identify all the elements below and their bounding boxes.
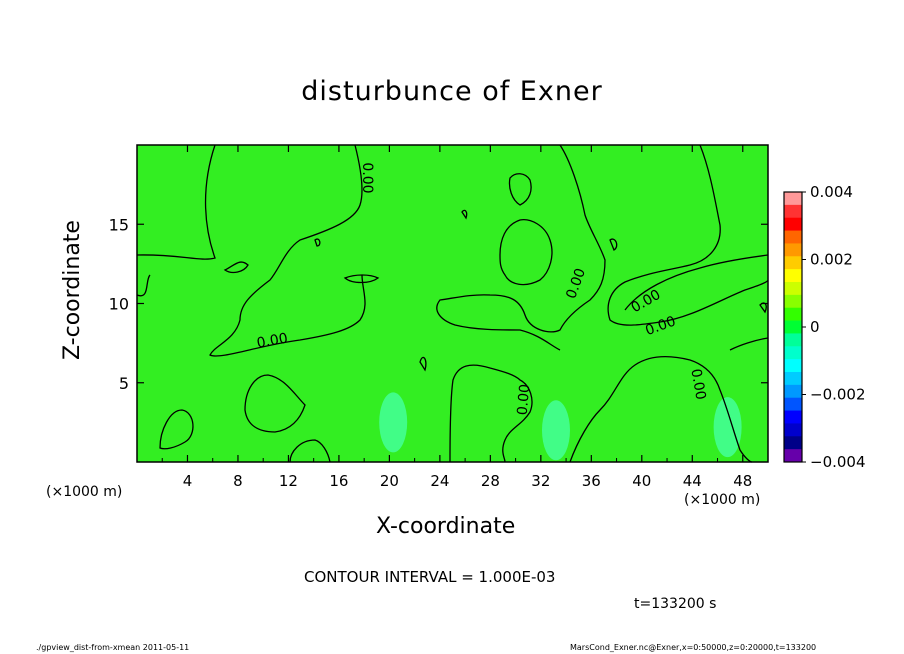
colorbar-swatch (784, 333, 802, 347)
colorbar-tick-label: 0 (810, 318, 820, 336)
colorbar-swatch (784, 192, 802, 206)
y-tick-label: 10 (109, 295, 129, 314)
colorbar-tick-label: −0.002 (810, 386, 866, 404)
contour-line (461, 209, 468, 220)
x-tick-label: 16 (329, 472, 348, 490)
x-tick-label: 44 (683, 472, 702, 490)
contour-label: 0.00 (256, 330, 289, 351)
footer-script-label: ./gpview_dist-from-xmean 2011-05-11 (36, 643, 190, 652)
contour-label: 0.00 (515, 383, 534, 415)
contour-line (449, 364, 533, 463)
contour-label: 0.00 (687, 368, 708, 401)
contour-line (607, 144, 769, 326)
contour-line (223, 261, 249, 274)
colorbar-swatch (784, 282, 802, 296)
contour-line (609, 238, 618, 251)
negative-cell (541, 400, 570, 461)
contour-line (136, 144, 216, 260)
colorbar-tick-label: −0.004 (810, 453, 866, 471)
field-background (137, 145, 768, 462)
contour-line (419, 356, 427, 372)
y-axis-unit: (×1000 m) (46, 484, 123, 500)
colorbar-swatch (784, 372, 802, 386)
contour-line (244, 374, 306, 433)
colorbar-tick-label: 0.002 (810, 251, 853, 269)
y-tick-label: 5 (119, 374, 129, 393)
contour-line (729, 337, 769, 351)
colorbar-swatch (784, 397, 802, 412)
contour-line (569, 356, 753, 463)
contour-line (343, 274, 380, 284)
x-tick-label: 28 (481, 472, 500, 490)
footer-source-label: MarsCond_Exner.nc@Exner,x=0:50000,z=0:20… (570, 643, 817, 652)
y-tick-label: 15 (109, 215, 129, 234)
contour-line (209, 144, 366, 357)
x-axis-unit: (×1000 m) (684, 492, 761, 508)
contour-interval-label: CONTOUR INTERVAL = 1.000E-03 (304, 568, 556, 586)
colorbar-swatch (784, 449, 802, 463)
colorbar-swatch (784, 320, 802, 334)
colorbar-swatch (784, 230, 802, 244)
colorbar-swatch (784, 384, 802, 399)
colorbar-swatch (784, 359, 802, 373)
contour-label: 0.00 (359, 162, 375, 193)
contour-line (136, 274, 151, 297)
time-label: t=133200 s (634, 596, 717, 612)
x-tick-label: 24 (430, 472, 449, 490)
colorbar-swatch (784, 423, 802, 437)
contour-line (624, 254, 769, 311)
contour-line (314, 238, 321, 247)
contour-line (159, 409, 194, 450)
negative-cell (713, 397, 742, 458)
contour-line (508, 173, 532, 206)
negative-cell (379, 392, 408, 453)
x-tick-label: 48 (733, 472, 752, 490)
chart-title: disturbunce of Exner (301, 76, 603, 107)
contour-line (289, 439, 331, 463)
colorbar-tick-label: 0.004 (810, 183, 853, 201)
contour-line (436, 144, 606, 351)
x-tick-label: 36 (582, 472, 601, 490)
colorbar-swatch (784, 217, 802, 232)
colorbar-swatch (784, 294, 802, 309)
x-tick-label: 40 (632, 472, 651, 490)
colorbar-swatch (784, 269, 802, 283)
colorbar-swatch (784, 346, 802, 360)
x-tick-label: 32 (531, 472, 550, 490)
x-axis-title: X-coordinate (376, 514, 516, 539)
colorbar-swatch (784, 204, 802, 219)
colorbar-swatch (784, 256, 802, 270)
colorbar-swatch (784, 410, 802, 424)
colorbar-swatch (784, 307, 802, 322)
x-tick-label: 12 (279, 472, 298, 490)
x-tick-label: 20 (380, 472, 399, 490)
x-tick-label: 8 (233, 472, 243, 490)
colorbar-swatch (784, 436, 802, 450)
x-tick-label: 4 (183, 472, 193, 490)
colorbar-swatch (784, 243, 802, 257)
contour-line (499, 219, 553, 286)
